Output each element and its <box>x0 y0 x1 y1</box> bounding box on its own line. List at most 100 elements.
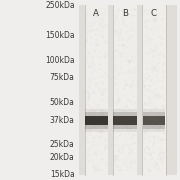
Point <box>115 82 118 85</box>
Point <box>85 91 88 94</box>
Point <box>125 105 128 108</box>
Point <box>132 43 135 46</box>
Point <box>131 148 134 151</box>
Point <box>114 49 117 52</box>
Point <box>125 24 128 27</box>
Point <box>90 76 93 79</box>
Point <box>85 101 88 104</box>
Point <box>116 89 118 92</box>
Point <box>102 75 105 78</box>
Point <box>122 87 125 90</box>
Point <box>105 100 108 103</box>
Point <box>152 19 154 21</box>
Point <box>159 53 162 56</box>
Point <box>129 138 132 141</box>
Point <box>162 72 165 75</box>
Point <box>122 118 125 120</box>
Point <box>130 85 132 88</box>
Point <box>91 56 94 59</box>
Point <box>94 83 97 86</box>
Point <box>114 67 117 70</box>
Point <box>125 106 128 109</box>
Point <box>151 27 154 30</box>
Point <box>119 168 122 171</box>
Point <box>93 49 96 52</box>
Point <box>143 157 145 160</box>
Point <box>129 117 132 120</box>
Point <box>95 153 98 156</box>
Point <box>143 84 146 87</box>
Point <box>119 56 122 59</box>
Point <box>88 65 91 68</box>
Point <box>148 20 151 23</box>
Point <box>94 93 97 96</box>
Point <box>153 138 156 141</box>
Point <box>89 133 92 136</box>
Point <box>116 11 118 14</box>
Point <box>93 113 96 116</box>
Point <box>150 42 153 45</box>
Point <box>156 163 159 166</box>
Point <box>129 128 131 130</box>
Point <box>100 13 103 16</box>
Point <box>117 98 120 101</box>
Point <box>143 94 146 97</box>
Point <box>120 71 123 74</box>
Point <box>85 21 88 24</box>
Point <box>149 28 152 31</box>
Point <box>130 59 133 62</box>
Point <box>143 79 145 82</box>
Point <box>148 169 151 172</box>
Point <box>147 14 150 17</box>
Point <box>119 107 122 110</box>
Point <box>145 19 148 22</box>
Point <box>129 154 132 156</box>
Point <box>128 76 131 79</box>
Point <box>86 141 89 144</box>
Point <box>125 25 128 28</box>
Point <box>143 42 146 44</box>
Bar <box>113 125 137 132</box>
Point <box>96 135 99 138</box>
Point <box>126 144 129 147</box>
Point <box>118 32 121 35</box>
Point <box>126 127 129 130</box>
Point <box>84 154 87 157</box>
Point <box>121 94 124 97</box>
Point <box>105 144 108 147</box>
Point <box>142 160 145 163</box>
Point <box>101 34 104 37</box>
Point <box>134 102 137 105</box>
Point <box>90 125 93 128</box>
Point <box>97 167 100 170</box>
Point <box>159 118 161 121</box>
Point <box>145 72 148 75</box>
Point <box>95 54 98 57</box>
Point <box>119 133 122 136</box>
Point <box>85 156 87 158</box>
Point <box>127 71 130 74</box>
Point <box>146 62 148 64</box>
Point <box>101 88 104 91</box>
Point <box>160 105 163 108</box>
Point <box>130 110 133 112</box>
Point <box>105 62 107 65</box>
Point <box>120 44 123 47</box>
Point <box>118 84 121 87</box>
Point <box>94 152 97 154</box>
Point <box>87 86 90 88</box>
Point <box>144 12 147 15</box>
Point <box>133 73 136 76</box>
Point <box>116 53 118 56</box>
Point <box>114 156 117 159</box>
Point <box>97 13 100 16</box>
Point <box>143 9 146 12</box>
Point <box>145 51 148 54</box>
Point <box>91 66 93 69</box>
Point <box>134 69 136 72</box>
Point <box>128 60 131 63</box>
Point <box>160 142 163 145</box>
Point <box>120 68 123 71</box>
Point <box>93 64 96 66</box>
Bar <box>85 125 108 129</box>
